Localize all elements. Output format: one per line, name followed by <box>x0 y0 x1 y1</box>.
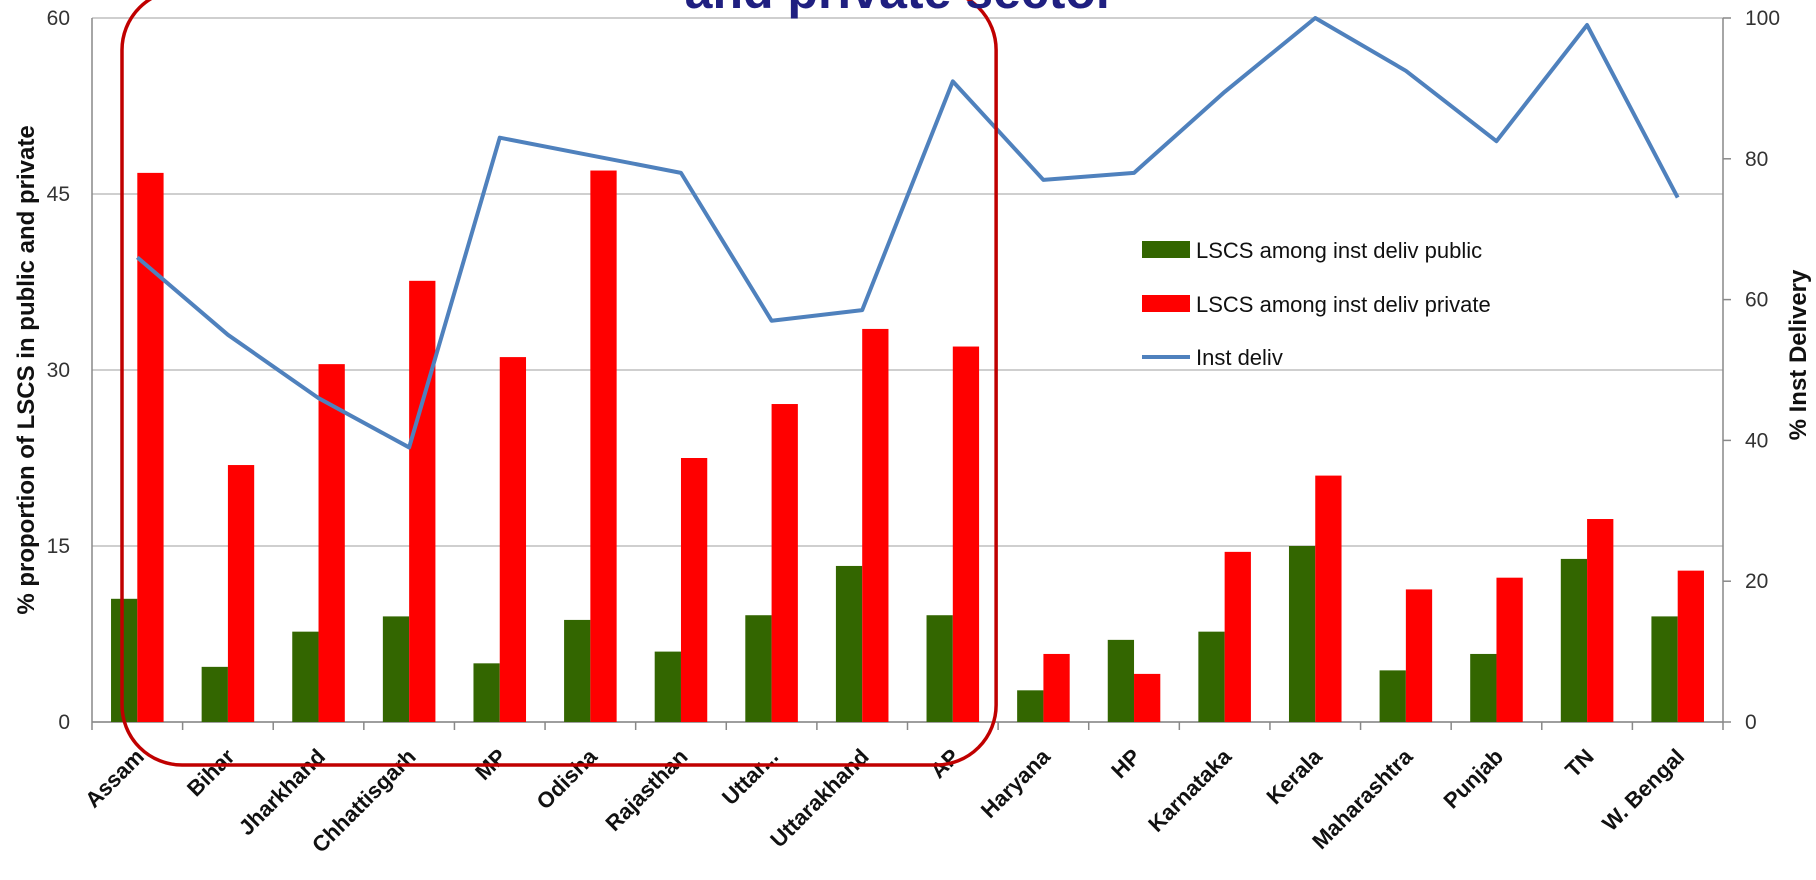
bar-public-11 <box>1107 639 1135 722</box>
legend-label-2: Inst deliv <box>1196 345 1283 370</box>
bar-public-15 <box>1470 653 1497 722</box>
y2-axis-title: % Inst Delivery <box>1785 269 1812 440</box>
bar-public-12 <box>1198 631 1225 722</box>
bar-public-1 <box>201 666 228 722</box>
bar-public-2 <box>292 631 319 722</box>
bar-public-3 <box>382 616 410 722</box>
bar-public-7 <box>745 615 772 722</box>
x-category-label: Haryana <box>976 743 1056 823</box>
inst-deliv-line <box>136 16 1680 450</box>
bar-private-1 <box>227 465 255 722</box>
y-axis-title: % proportion of LSCS in public and priva… <box>13 125 40 614</box>
y2-tick-label: 100 <box>1745 7 1780 30</box>
legend-label-1: LSCS among inst deliv private <box>1196 292 1491 317</box>
x-category-label: Kerala <box>1262 743 1328 809</box>
y2-tick-label: 0 <box>1745 711 1757 734</box>
bar-private-14 <box>1405 589 1433 722</box>
bar-public-13 <box>1288 546 1316 722</box>
bar-private-4 <box>499 357 527 722</box>
chart-title: and private sector <box>685 0 1116 19</box>
bar-private-7 <box>771 404 798 722</box>
bar-public-4 <box>473 663 500 722</box>
x-category-label: Bihar <box>182 744 240 802</box>
x-category-label: Odisha <box>531 743 602 814</box>
bar-public-10 <box>1017 690 1044 722</box>
y-tick-label: 30 <box>47 359 70 382</box>
bar-public-9 <box>926 615 953 722</box>
bar-public-6 <box>654 651 681 722</box>
x-category-label: HP <box>1106 744 1145 783</box>
y-tick-label: 0 <box>58 711 70 734</box>
bar-private-13 <box>1315 475 1342 722</box>
x-category-label: W. Bengal <box>1597 744 1689 836</box>
bar-private-11 <box>1134 673 1161 722</box>
x-category-label: Punjab <box>1438 744 1508 814</box>
x-category-label: Uttar... <box>717 744 783 810</box>
bar-public-5 <box>564 619 591 722</box>
bar-private-16 <box>1587 519 1614 722</box>
bar-private-2 <box>318 364 345 722</box>
bar-private-12 <box>1224 551 1251 722</box>
y-tick-label: 15 <box>47 535 70 558</box>
bar-public-0 <box>111 598 138 722</box>
bar-public-16 <box>1560 558 1588 722</box>
bar-private-15 <box>1496 577 1523 722</box>
legend-swatch-0 <box>1142 241 1190 258</box>
y2-tick-label: 20 <box>1745 570 1768 593</box>
bar-private-0 <box>137 172 164 722</box>
bar-private-3 <box>409 280 436 722</box>
x-category-label: Rajasthan <box>600 744 692 836</box>
y-tick-label: 60 <box>47 7 70 30</box>
legend-swatch-1 <box>1142 295 1190 312</box>
bar-public-14 <box>1379 670 1406 722</box>
bar-private-8 <box>862 328 889 722</box>
y2-tick-label: 80 <box>1745 148 1768 171</box>
x-category-label: TN <box>1560 744 1598 782</box>
x-category-label: Jharkhand <box>234 744 330 840</box>
x-category-label: Assam <box>80 744 149 813</box>
bar-public-8 <box>835 565 863 722</box>
bar-private-9 <box>952 346 980 722</box>
bar-public-17 <box>1651 616 1678 722</box>
y2-tick-label: 60 <box>1745 289 1768 312</box>
highlight-box <box>120 0 998 767</box>
bar-private-17 <box>1677 570 1704 722</box>
bar-private-10 <box>1043 653 1070 722</box>
bar-private-5 <box>590 170 617 723</box>
y-tick-label: 45 <box>47 183 70 206</box>
legend-label-0: LSCS among inst deliv public <box>1196 238 1482 263</box>
x-category-label: Karnataka <box>1143 743 1236 836</box>
y2-tick-label: 40 <box>1745 429 1768 452</box>
bar-private-6 <box>680 458 708 722</box>
